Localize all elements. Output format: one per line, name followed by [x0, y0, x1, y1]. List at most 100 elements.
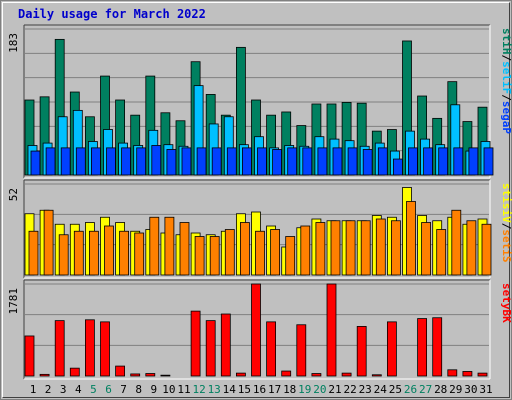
- x-tick-label-5: 5: [90, 383, 97, 396]
- chart-title: Daily usage for March 2022: [18, 7, 206, 21]
- bar-sites-2: [43, 209, 54, 276]
- bar-sites-30: [466, 220, 477, 276]
- bar-sites-26: [406, 201, 416, 276]
- bar-kbytes-16: [251, 283, 261, 377]
- bar-kbytes-22: [341, 372, 352, 377]
- bar-sites-9: [149, 216, 160, 276]
- bar-sites-22: [345, 220, 356, 276]
- bar-kbytes-7: [115, 365, 125, 377]
- panel-hits-files-pages-ymax-label: 183: [7, 33, 20, 53]
- bar-kbytes-12: [190, 310, 201, 377]
- bar-pages-1: [30, 150, 41, 176]
- bar-pages-5: [91, 147, 101, 176]
- bar-pages-9: [151, 145, 162, 176]
- x-tick-label-17: 17: [268, 383, 281, 396]
- bar-pages-2: [45, 147, 56, 176]
- bar-sites-23: [360, 220, 371, 276]
- bar-kbytes-27: [417, 318, 428, 377]
- x-tick-label-8: 8: [135, 383, 142, 396]
- x-tick-label-21: 21: [328, 383, 341, 396]
- bar-pages-3: [60, 147, 71, 176]
- x-tick-label-26: 26: [404, 383, 417, 396]
- bar-sites-18: [285, 236, 296, 276]
- bar-pages-8: [136, 147, 147, 176]
- bar-pages-22: [347, 147, 358, 176]
- bar-kbytes-29: [447, 369, 458, 377]
- bar-pages-7: [121, 147, 131, 176]
- bar-sites-11: [179, 222, 190, 276]
- bar-kbytes-19: [296, 324, 307, 377]
- bar-pages-26: [408, 147, 418, 176]
- bar-pages-28: [438, 147, 449, 176]
- bar-kbytes-15: [235, 372, 246, 377]
- bar-sites-5: [89, 230, 99, 276]
- x-tick-label-3: 3: [60, 383, 67, 396]
- legend-separator: /: [500, 55, 512, 62]
- legend-files: seliF: [500, 61, 512, 94]
- bar-kbytes-2: [39, 373, 50, 377]
- bar-sites-16: [255, 230, 265, 276]
- x-tick-label-13: 13: [208, 383, 221, 396]
- bar-pages-29: [453, 147, 464, 176]
- bar-sites-12: [194, 236, 205, 276]
- bar-kbytes-18: [281, 370, 292, 377]
- x-tick-label-28: 28: [434, 383, 447, 396]
- x-tick-label-29: 29: [449, 383, 462, 396]
- x-tick-label-15: 15: [238, 383, 251, 396]
- bar-kbytes-31: [477, 372, 488, 377]
- x-tick-label-6: 6: [105, 383, 112, 396]
- legend-pages: segaP: [500, 101, 512, 134]
- bar-kbytes-21: [326, 283, 337, 377]
- bar-pages-25: [392, 158, 403, 176]
- legend-visits: stisiV: [500, 183, 512, 223]
- bar-kbytes-20: [311, 373, 322, 377]
- bar-sites-15: [239, 222, 250, 276]
- bar-sites-21: [330, 220, 341, 276]
- legend-separator: /: [500, 223, 512, 230]
- x-tick-label-18: 18: [283, 383, 296, 396]
- bar-sites-27: [421, 222, 432, 276]
- bar-kbytes-24: [371, 374, 382, 377]
- bar-kbytes-13: [205, 320, 216, 377]
- x-tick-label-27: 27: [419, 383, 432, 396]
- bar-kbytes-14: [220, 313, 231, 377]
- panel-visits-sites-legend: stisiV/setiS: [500, 183, 512, 263]
- bar-sites-7: [119, 230, 129, 276]
- bar-kbytes-10: [160, 374, 171, 377]
- bar-sites-3: [58, 234, 69, 276]
- bar-kbytes-9: [145, 373, 156, 377]
- x-tick-label-25: 25: [389, 383, 402, 396]
- bar-sites-1: [28, 230, 39, 276]
- x-tick-label-10: 10: [162, 383, 175, 396]
- x-tick-label-24: 24: [374, 383, 388, 396]
- x-tick-label-12: 12: [192, 383, 205, 396]
- bar-sites-17: [270, 229, 281, 276]
- bar-sites-8: [134, 232, 145, 276]
- bar-pages-4: [75, 147, 86, 176]
- x-tick-label-16: 16: [253, 383, 266, 396]
- bar-pages-16: [257, 147, 267, 176]
- bar-pages-24: [377, 147, 388, 176]
- bar-kbytes-28: [432, 317, 443, 377]
- x-tick-label-9: 9: [150, 383, 157, 396]
- bar-pages-6: [106, 147, 116, 176]
- bar-kbytes-1: [24, 335, 35, 377]
- x-tick-label-1: 1: [30, 383, 37, 396]
- bar-sites-6: [104, 225, 114, 276]
- bar-pages-11: [181, 147, 192, 176]
- bar-pages-13: [211, 147, 222, 176]
- panel-hits-files-pages-legend: stiH/seliF/segaP: [500, 28, 512, 134]
- bar-kbytes-23: [356, 326, 367, 377]
- bar-kbytes-8: [130, 373, 141, 377]
- bar-sites-25: [390, 220, 401, 276]
- bar-pages-21: [332, 147, 343, 176]
- bar-pages-15: [241, 147, 252, 176]
- bar-kbytes-25: [386, 321, 397, 377]
- legend-sites: setiS: [500, 229, 512, 262]
- bar-sites-31: [481, 223, 492, 276]
- x-tick-label-22: 22: [343, 383, 356, 396]
- bar-kbytes-17: [266, 321, 277, 377]
- x-tick-label-31: 31: [479, 383, 492, 396]
